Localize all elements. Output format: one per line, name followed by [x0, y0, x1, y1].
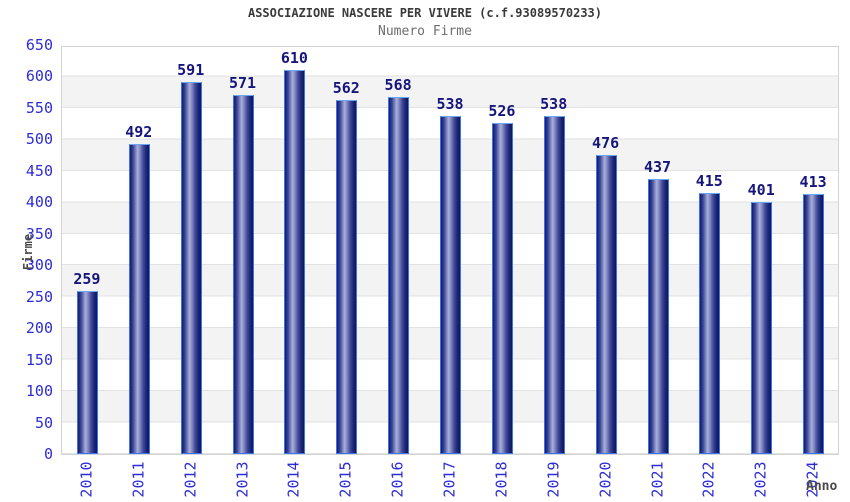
- bar-2017: [440, 115, 461, 454]
- plot-area: 259 492 591 571 610 562 568 538 526 538 476 437 415 4…: [61, 46, 839, 455]
- bar-value-label: 401: [747, 180, 775, 199]
- bar-value-label: 415: [695, 171, 723, 190]
- x-tick-label-2023: 2023: [751, 461, 770, 498]
- y-tick-label: 150: [25, 350, 53, 369]
- bar-value-label: 476: [592, 133, 620, 152]
- y-tick-label: 650: [25, 36, 53, 54]
- bar-2020: [595, 154, 617, 454]
- y-tick-label: 100: [25, 382, 53, 401]
- bar-value-label: 610: [280, 49, 308, 68]
- chart-title: ASSOCIAZIONE NASCERE PER VIVERE (c.f.930…: [247, 6, 602, 20]
- y-tick-label: 250: [25, 287, 53, 306]
- bar-2014: [284, 70, 306, 454]
- y-tick-label: 550: [25, 98, 53, 117]
- bar-2019: [543, 115, 565, 454]
- x-tick-label-2010: 2010: [77, 461, 96, 498]
- y-tick-label: 300: [25, 256, 53, 275]
- bars-container: 259 492 591 571 610 562 568 538 526 538 476 437 415 4…: [62, 47, 838, 454]
- bar-2022: [699, 192, 721, 454]
- x-tick-label-2019: 2019: [544, 461, 563, 498]
- x-tick-label-2017: 2017: [440, 461, 459, 498]
- bar-value-label: 538: [540, 94, 568, 113]
- bar-value-label: 571: [228, 73, 257, 92]
- bar-2013: [232, 94, 254, 454]
- bar-value-label: 259: [73, 270, 101, 288]
- x-tick-label-2016: 2016: [388, 461, 407, 498]
- y-tick-label: 350: [25, 224, 53, 243]
- y-tick-label: 600: [25, 67, 53, 86]
- y-tick-label: 400: [25, 193, 53, 212]
- bar-value-label: 591: [177, 61, 205, 80]
- x-tick-label-2018: 2018: [492, 461, 511, 498]
- y-tick-label: 0: [43, 445, 53, 463]
- y-axis-title: Firme: [21, 233, 35, 271]
- x-tick-label-2014: 2014: [284, 461, 303, 498]
- y-tick-label: 50: [34, 413, 53, 432]
- x-tick-label-2020: 2020: [596, 461, 615, 498]
- bar-value-label: 568: [384, 75, 412, 94]
- y-tick-label: 200: [25, 319, 53, 338]
- x-tick-label-2022: 2022: [699, 461, 718, 498]
- bar-2011: [128, 144, 150, 454]
- x-tick-label-2011: 2011: [129, 461, 148, 498]
- x-tick-label-2013: 2013: [233, 461, 251, 498]
- bar-value-label: 492: [125, 123, 153, 142]
- y-tick-label: 450: [25, 161, 53, 180]
- x-tick-label-2012: 2012: [181, 461, 200, 498]
- y-tick-label: 500: [25, 130, 53, 149]
- bar-2015: [336, 100, 358, 454]
- bar-2018: [491, 123, 513, 454]
- bar-value-label: 437: [643, 158, 672, 176]
- bar-2016: [388, 96, 410, 454]
- bar-2010: [76, 291, 98, 454]
- x-axis-title: Anno: [806, 479, 838, 494]
- bar-value-label: 526: [488, 102, 516, 120]
- chart-subtitle: Numero Firme: [378, 24, 472, 39]
- bar-value-label: 413: [799, 173, 827, 192]
- bar-value-label: 562: [332, 79, 360, 98]
- x-tick-label-2015: 2015: [336, 461, 355, 498]
- bar-2023: [751, 201, 773, 454]
- bar-2024: [803, 194, 825, 454]
- bar-2021: [647, 179, 669, 454]
- x-tick-label-2021: 2021: [648, 461, 666, 498]
- bar-value-label: 538: [436, 94, 464, 113]
- bar-2012: [180, 82, 202, 454]
